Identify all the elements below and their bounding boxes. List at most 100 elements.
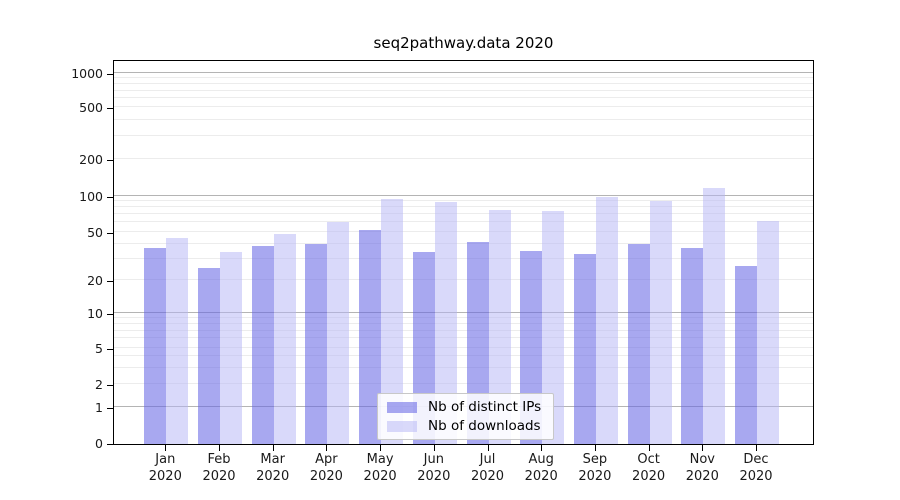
y-tick-label-2: 2 xyxy=(95,377,103,392)
y-tick-20 xyxy=(107,281,113,282)
x-tick-jun xyxy=(433,445,435,451)
y-tick-label-20: 20 xyxy=(87,273,103,288)
bar-distinct-ips-sep xyxy=(573,253,596,444)
x-tick-sep xyxy=(594,445,596,451)
gridline-minor xyxy=(114,106,813,108)
gridline-minor xyxy=(114,89,813,91)
x-tick-label-dec: Dec 2020 xyxy=(739,452,773,484)
bar-downloads-dec xyxy=(757,221,779,444)
bar-downloads-oct xyxy=(649,200,672,444)
x-tick-label-feb: Feb 2020 xyxy=(202,452,236,484)
y-tick-label-100: 100 xyxy=(79,188,103,204)
gridline-minor xyxy=(114,355,813,357)
bar-distinct-ips-nov xyxy=(681,247,704,444)
bar-downloads-jul xyxy=(488,210,511,444)
x-tick-jul xyxy=(487,445,489,451)
y-tick-label-50: 50 xyxy=(87,224,103,240)
x-tick-nov xyxy=(702,445,704,451)
gridline-minor xyxy=(114,346,813,348)
bar-distinct-ips-dec xyxy=(735,266,757,444)
bar-downloads-jan xyxy=(166,238,189,444)
legend-swatch-downloads xyxy=(387,420,417,432)
gridline-minor xyxy=(114,206,813,208)
y-tick-2 xyxy=(107,385,113,386)
bar-distinct-ips-jan xyxy=(144,247,167,444)
y-tick-label-1: 1 xyxy=(95,400,103,416)
gridline-minor xyxy=(114,242,813,244)
legend-item-downloads: Nb of downloads xyxy=(387,419,541,433)
x-tick-jan xyxy=(165,445,167,451)
bar-downloads-feb xyxy=(220,252,242,444)
x-tick-oct xyxy=(648,445,650,451)
y-tick-10 xyxy=(107,314,113,315)
bar-downloads-nov xyxy=(703,187,726,444)
y-tick-1 xyxy=(107,408,113,410)
bar-distinct-ips-apr xyxy=(305,243,328,444)
gridline-minor xyxy=(114,77,813,79)
bar-downloads-jun xyxy=(434,202,457,444)
bar-downloads-mar xyxy=(273,233,296,444)
x-tick-dec xyxy=(756,445,757,451)
gridline-minor xyxy=(114,135,813,137)
gridline-minor xyxy=(114,366,813,368)
y-tick-label-0: 0 xyxy=(95,435,103,451)
gridline-minor xyxy=(114,279,813,280)
legend-swatch-distinct-ips xyxy=(387,401,417,413)
gridline-minor xyxy=(114,200,813,202)
x-tick-label-jan: Jan 2020 xyxy=(148,452,182,484)
y-tick-label-5: 5 xyxy=(95,340,103,356)
gridline-minor xyxy=(114,97,813,99)
gridline-minor xyxy=(114,230,813,232)
legend-label-distinct-ips: Nb of distinct IPs xyxy=(428,399,542,415)
x-tick-label-jun: Jun 2020 xyxy=(417,452,451,484)
bar-downloads-sep xyxy=(595,196,618,444)
gridline-minor xyxy=(114,83,813,85)
legend-label-downloads: Nb of downloads xyxy=(428,418,541,434)
bar-distinct-ips-oct xyxy=(627,243,650,444)
y-tick-label-200: 200 xyxy=(79,152,103,167)
gridline-minor xyxy=(114,118,813,120)
bars-layer xyxy=(114,61,813,444)
bar-downloads-may xyxy=(381,198,404,444)
bar-downloads-aug xyxy=(542,210,565,444)
gridline-minor xyxy=(114,329,813,331)
gridline-minor xyxy=(114,221,813,223)
bar-distinct-ips-may xyxy=(359,229,382,444)
y-tick-500 xyxy=(107,108,113,110)
x-tick-label-jul: Jul 2020 xyxy=(470,452,505,484)
x-tick-label-sep: Sep 2020 xyxy=(578,452,612,484)
x-tick-label-apr: Apr 2020 xyxy=(309,452,343,484)
y-tick-50 xyxy=(107,232,113,234)
x-tick-may xyxy=(380,445,382,451)
gridline-minor xyxy=(114,383,813,384)
y-tick-100 xyxy=(107,196,113,198)
legend-item-distinct-ips: Nb of distinct IPs xyxy=(387,400,541,414)
gridline-major xyxy=(114,72,813,73)
gridline-minor xyxy=(114,213,813,215)
bar-distinct-ips-mar xyxy=(251,246,274,444)
x-tick-aug xyxy=(541,445,543,451)
gridline-major xyxy=(114,194,813,196)
gridline-major xyxy=(114,312,813,313)
gridline-minor xyxy=(114,337,813,339)
x-tick-feb xyxy=(219,445,220,451)
x-tick-label-nov: Nov 2020 xyxy=(685,452,719,484)
gridline-minor xyxy=(114,317,813,319)
legend: Nb of distinct IPs Nb of downloads xyxy=(377,393,555,440)
gridline-minor xyxy=(114,257,813,259)
x-tick-label-mar: Mar 2020 xyxy=(256,452,290,484)
x-tick-apr xyxy=(326,445,328,451)
bar-downloads-apr xyxy=(327,222,350,444)
plot-area xyxy=(113,60,814,445)
x-tick-label-aug: Aug 2020 xyxy=(524,452,558,484)
y-tick-label-1000: 1000 xyxy=(71,66,103,81)
chart-title: seq2pathway.data 2020 xyxy=(373,34,554,52)
y-tick-label-500: 500 xyxy=(79,100,103,116)
gridline-minor xyxy=(114,158,813,159)
y-tick-200 xyxy=(107,160,113,161)
gridlines-layer xyxy=(114,61,813,444)
x-tick-label-may: May 2020 xyxy=(363,452,397,484)
bar-distinct-ips-feb xyxy=(198,268,220,444)
y-tick-5 xyxy=(107,348,113,350)
